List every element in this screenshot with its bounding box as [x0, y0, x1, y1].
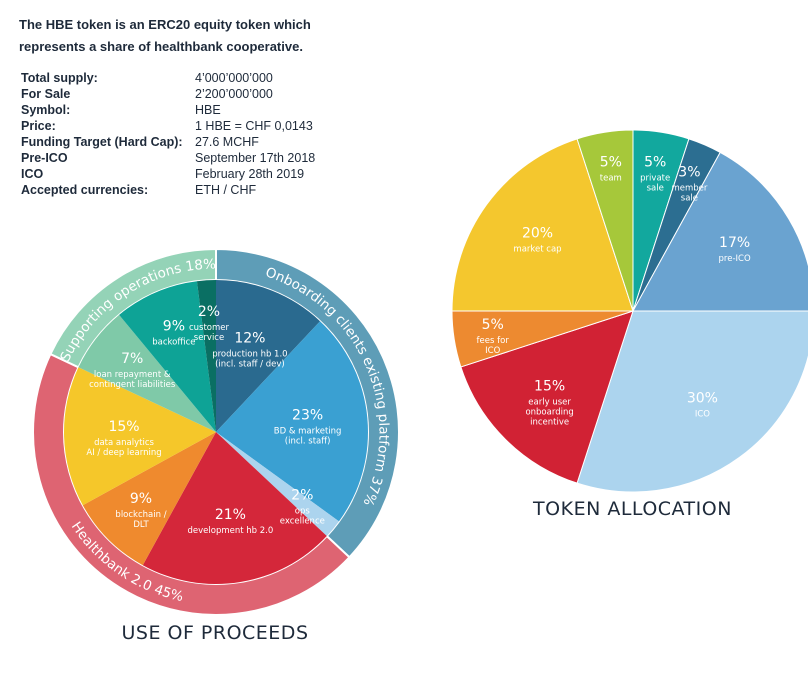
spec-row: Total supply: 4’000’000’000 [21, 70, 315, 86]
slice-percent-label: 17% [719, 235, 750, 251]
slice-percent-label: 15% [108, 419, 139, 435]
slice-category-label: private [640, 174, 670, 184]
slice-category-label: loan repayment & [94, 370, 171, 380]
slice-category-label: incentive [530, 417, 569, 427]
spec-label: ICO [21, 167, 44, 181]
spec-value: 27.6 MCHF [195, 135, 259, 149]
token-slice [632, 151, 808, 312]
token-allocation-chart: 5%privatesale3%membersale17%pre-ICO30%IC… [451, 129, 808, 493]
slice-category-label: AI / deep learning [86, 448, 161, 458]
slice-category-label: backoffice [152, 338, 195, 348]
slice-percent-label: 5% [482, 317, 504, 333]
slice-percent-label: 20% [522, 226, 553, 242]
spec-row: Price: 1 HBE = CHF 0,0143 [21, 118, 315, 134]
slice-category-label: sale [647, 184, 664, 194]
slice-category-label: service [194, 333, 224, 343]
slice-percent-label: 12% [234, 331, 265, 347]
intro-line-2: represents a share of healthbank coopera… [19, 39, 303, 54]
proceeds-slice [78, 314, 216, 432]
slice-category-label: excellence [280, 516, 325, 526]
slice-category-label: sale [681, 194, 698, 204]
spec-row: For Sale 2’200’000’000 [21, 86, 315, 102]
spec-label: Pre-ICO [21, 151, 68, 165]
spec-row: Funding Target (Hard Cap): 27.6 MCHF [21, 134, 315, 150]
token-specs: Total supply: 4’000’000’000 For Sale 2’200… [21, 70, 315, 198]
slice-percent-label: 2% [198, 304, 220, 320]
proceeds-slice [216, 432, 339, 537]
spec-label: For Sale [21, 87, 71, 101]
slice-percent-label: 5% [644, 155, 666, 171]
slice-percent-label: 9% [163, 319, 185, 335]
spec-label: Funding Target (Hard Cap): [21, 135, 183, 149]
spec-label: Accepted currencies: [21, 183, 149, 197]
proceeds-slice [196, 280, 216, 432]
slice-category-label: customer [189, 323, 230, 333]
slice-percent-label: 5% [600, 155, 622, 171]
slice-category-label: team [600, 174, 622, 184]
spec-label: Total supply: [21, 71, 98, 85]
spec-value: HBE [195, 103, 221, 117]
token-slice [576, 310, 808, 493]
intro-text: The HBE token is an ERC20 equity token w… [19, 14, 359, 58]
slice-category-label: contingent liabilities [89, 380, 176, 390]
slice-percent-label: 15% [534, 378, 565, 394]
slice-category-label: fees for [477, 336, 510, 346]
slice-percent-label: 7% [121, 351, 143, 367]
slice-category-label: ICO [485, 346, 500, 356]
slice-category-label: pre-ICO [719, 254, 751, 264]
slice-category-label: blockchain / [115, 510, 166, 520]
slice-category-label: early user [528, 397, 571, 407]
spec-value: 1 HBE = CHF 0,0143 [195, 119, 313, 133]
use-of-proceeds-title: USE OF PROCEEDS [121, 622, 309, 644]
spec-label: Price: [21, 119, 56, 133]
slice-category-label: data analytics [94, 438, 154, 448]
slice-percent-label: 2% [291, 487, 313, 503]
proceeds-slice [82, 432, 216, 566]
spec-label: Symbol: [21, 103, 71, 117]
proceeds-slice [216, 280, 321, 432]
slice-category-label: DLT [133, 520, 149, 530]
slice-category-label: (incl. staff / dev) [215, 360, 285, 370]
slice-category-label: market cap [513, 245, 561, 255]
spec-value: 4’000’000’000 [195, 71, 273, 85]
slice-category-label: ICO [695, 410, 710, 420]
spec-row: ICO February 28th 2019 [21, 166, 315, 182]
slice-percent-label: 9% [130, 491, 152, 507]
spec-row: Accepted currencies: ETH / CHF [21, 182, 315, 198]
slice-percent-label: 3% [678, 165, 700, 181]
token-slice [451, 138, 634, 312]
token-allocation-title: TOKEN ALLOCATION [533, 498, 732, 520]
slice-category-label: BD & marketing [274, 426, 342, 436]
spec-value: 2’200’000’000 [195, 87, 273, 101]
proceeds-slice [64, 367, 217, 506]
spec-row: Pre-ICO September 17th 2018 [21, 150, 315, 166]
token-slice [576, 129, 634, 312]
proceeds-slice [216, 321, 368, 522]
slice-category-label: ops [295, 506, 311, 516]
slice-percent-label: 21% [215, 507, 246, 523]
spec-value: ETH / CHF [195, 183, 257, 197]
proceeds-slice [119, 281, 216, 432]
slice-category-label: onboarding [525, 407, 573, 417]
slice-category-label: (incl. staff) [285, 436, 331, 446]
spec-row: Symbol: HBE [21, 102, 315, 118]
token-slice [460, 310, 634, 484]
spec-value: September 17th 2018 [195, 151, 316, 165]
slice-percent-label: 23% [292, 407, 323, 423]
proceeds-slice [142, 432, 327, 585]
spec-value: February 28th 2019 [195, 167, 305, 181]
slice-category-label: production hb 1.0 [212, 350, 287, 360]
slice-category-label: member [671, 184, 707, 194]
slice-percent-label: 30% [687, 391, 718, 407]
slice-category-label: development hb 2.0 [188, 526, 274, 536]
intro-line-1: The HBE token is an ERC20 equity token w… [19, 17, 311, 32]
use-of-proceeds-chart: Onboarding clients existing platform 37%… [32, 247, 400, 616]
